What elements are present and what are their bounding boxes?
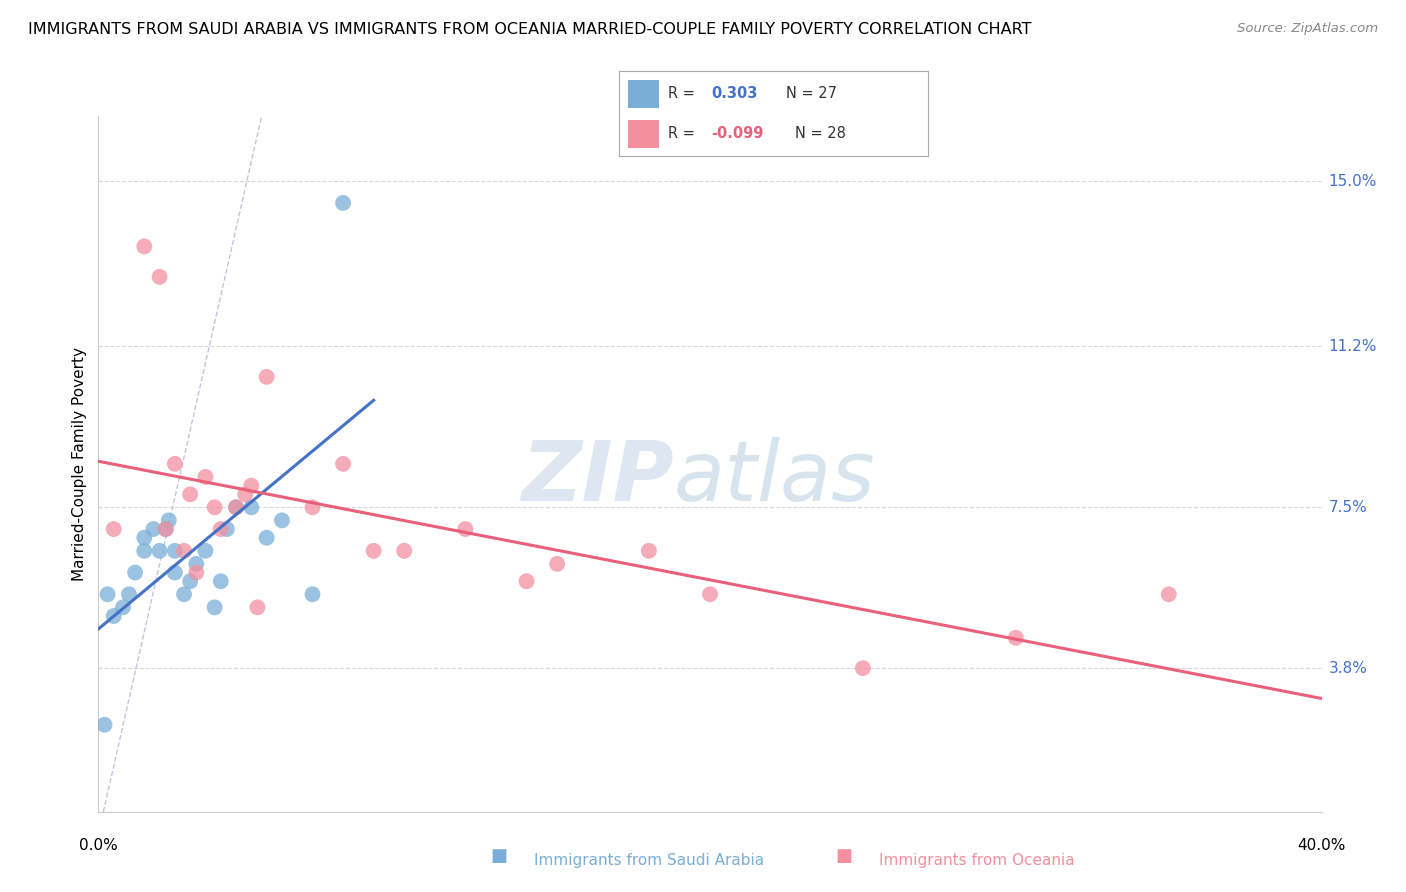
Point — [1004, 631, 1026, 645]
Point — [301, 500, 323, 515]
Text: Source: ZipAtlas.com: Source: ZipAtlas.com — [1237, 22, 1378, 36]
Point — [454, 522, 477, 536]
Text: atlas: atlas — [673, 437, 875, 518]
Point — [225, 500, 247, 515]
Point — [155, 522, 177, 536]
Text: ■: ■ — [835, 847, 852, 864]
Point — [173, 543, 195, 558]
Point — [301, 587, 323, 601]
Text: IMMIGRANTS FROM SAUDI ARABIA VS IMMIGRANTS FROM OCEANIA MARRIED-COUPLE FAMILY PO: IMMIGRANTS FROM SAUDI ARABIA VS IMMIGRAN… — [28, 22, 1032, 37]
Text: N = 28: N = 28 — [794, 126, 846, 141]
Point — [163, 566, 186, 580]
Point — [204, 600, 226, 615]
Point — [124, 566, 146, 580]
Point — [270, 513, 294, 527]
Point — [209, 574, 232, 589]
Point — [179, 487, 201, 501]
Text: Immigrants from Saudi Arabia: Immigrants from Saudi Arabia — [534, 854, 765, 868]
Text: 15.0%: 15.0% — [1329, 174, 1376, 189]
Point — [118, 587, 141, 601]
Point — [246, 600, 269, 615]
Point — [157, 513, 180, 527]
Text: 7.5%: 7.5% — [1329, 500, 1368, 515]
Point — [149, 543, 172, 558]
Text: ■: ■ — [491, 847, 508, 864]
Point — [516, 574, 538, 589]
Point — [852, 661, 875, 675]
Text: R =: R = — [668, 126, 695, 141]
Bar — [628, 80, 659, 108]
Point — [332, 457, 354, 471]
Text: 3.8%: 3.8% — [1329, 661, 1368, 676]
Text: ZIP: ZIP — [520, 437, 673, 518]
Point — [163, 543, 186, 558]
Point — [194, 470, 217, 484]
Point — [256, 369, 278, 384]
Point — [155, 522, 177, 536]
Point — [225, 500, 247, 515]
Point — [93, 717, 115, 731]
Point — [111, 600, 134, 615]
Point — [209, 522, 232, 536]
Point — [1157, 587, 1180, 601]
Point — [149, 269, 172, 284]
Point — [97, 587, 120, 601]
Point — [240, 478, 263, 492]
Text: 0.0%: 0.0% — [79, 838, 118, 854]
Point — [186, 566, 208, 580]
Point — [233, 487, 256, 501]
Point — [204, 500, 226, 515]
Point — [194, 543, 217, 558]
Point — [134, 239, 156, 253]
Point — [332, 195, 354, 210]
Text: -0.099: -0.099 — [711, 126, 763, 141]
Point — [103, 609, 125, 624]
Point — [134, 543, 156, 558]
Point — [179, 574, 201, 589]
Y-axis label: Married-Couple Family Poverty: Married-Couple Family Poverty — [72, 347, 87, 581]
Point — [240, 500, 263, 515]
Text: 40.0%: 40.0% — [1298, 838, 1346, 854]
Point — [546, 557, 568, 571]
Point — [142, 522, 165, 536]
Point — [186, 557, 208, 571]
Point — [363, 543, 385, 558]
Point — [637, 543, 661, 558]
Point — [134, 531, 156, 545]
Point — [256, 531, 278, 545]
Point — [163, 457, 186, 471]
Text: R =: R = — [668, 87, 695, 102]
Point — [215, 522, 238, 536]
Point — [103, 522, 125, 536]
Text: N = 27: N = 27 — [786, 87, 837, 102]
Text: 0.303: 0.303 — [711, 87, 758, 102]
Point — [699, 587, 721, 601]
Bar — [628, 120, 659, 147]
Point — [392, 543, 416, 558]
Text: Immigrants from Oceania: Immigrants from Oceania — [879, 854, 1074, 868]
Point — [173, 587, 195, 601]
Text: 11.2%: 11.2% — [1329, 339, 1376, 354]
